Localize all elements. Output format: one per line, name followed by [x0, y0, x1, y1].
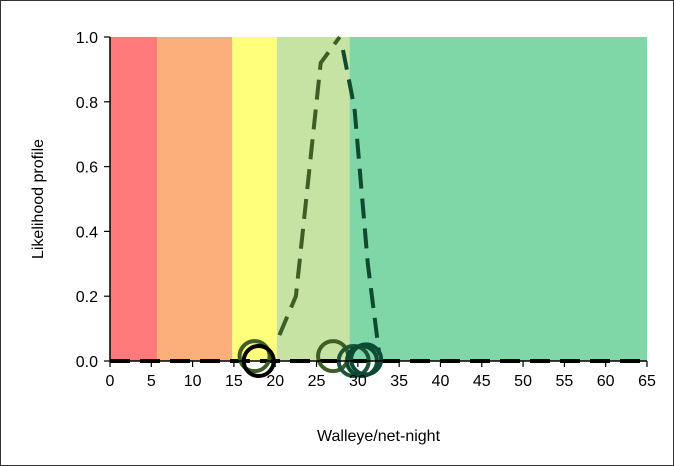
threshold-bands — [110, 37, 647, 361]
x-axis-title: Walleye/net-night — [317, 428, 441, 445]
x-tick-label-8: 40 — [432, 373, 450, 390]
x-tick-label-10: 50 — [514, 373, 532, 390]
x-tick-label-6: 30 — [349, 373, 367, 390]
x-tick-label-1: 5 — [147, 373, 156, 390]
x-tick-label-5: 25 — [308, 373, 326, 390]
series-line-0 — [277, 35, 342, 336]
marker-circle-5 — [349, 342, 384, 377]
y-axis-ticks: 0.0 0.2 0.4 0.6 0.8 1.0 — [76, 30, 110, 371]
band-4 — [349, 37, 647, 361]
marker-circle-0 — [237, 339, 272, 374]
series-line-1 — [341, 49, 382, 355]
x-tick-label-7: 35 — [390, 373, 408, 390]
y-tick-label-1: 0.2 — [76, 289, 98, 306]
y-tick-label-2: 0.4 — [76, 224, 98, 241]
y-tick-label-4: 0.8 — [76, 95, 98, 112]
y-tick-label-0: 0.0 — [76, 354, 98, 371]
band-2 — [232, 37, 277, 361]
band-0 — [110, 37, 158, 361]
x-tick-label-4: 20 — [266, 373, 284, 390]
y-tick-label-3: 0.6 — [76, 160, 98, 177]
band-1 — [157, 37, 233, 361]
x-tick-label-2: 10 — [184, 373, 202, 390]
x-tick-label-9: 45 — [473, 373, 491, 390]
y-axis-title: Likelihood profile — [30, 139, 47, 259]
x-axis-ticks: 0 5 10 15 20 25 30 35 40 45 50 55 60 65 — [106, 361, 656, 390]
x-tick-label-11: 55 — [555, 373, 573, 390]
x-tick-label-3: 15 — [225, 373, 243, 390]
x-tick-label-0: 0 — [106, 373, 115, 390]
band-3 — [276, 37, 350, 361]
y-tick-label-5: 1.0 — [76, 30, 98, 47]
x-tick-label-12: 60 — [597, 373, 615, 390]
x-tick-label-13: 65 — [638, 373, 656, 390]
